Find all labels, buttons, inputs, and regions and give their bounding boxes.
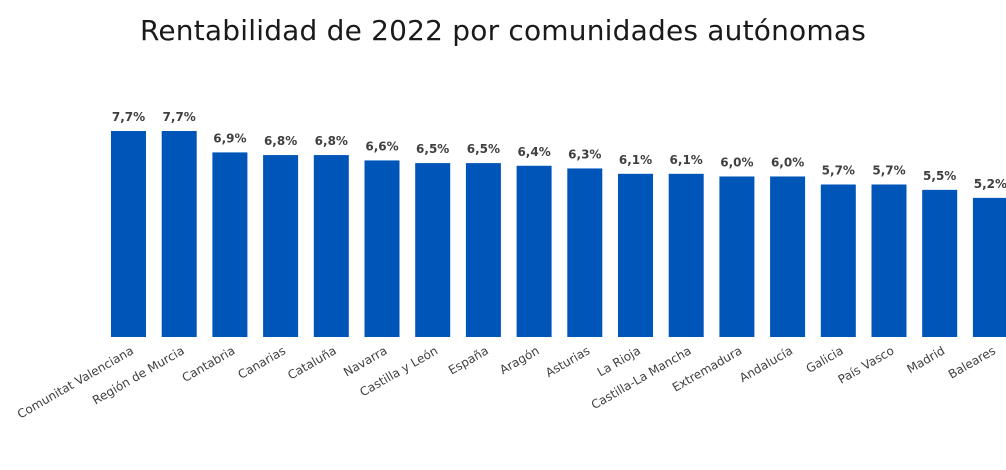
category-label-8: Aragón — [497, 343, 541, 377]
category-label-17: Baleares — [946, 343, 998, 381]
bar-7 — [465, 163, 501, 337]
bar-8 — [516, 165, 552, 337]
data-label-15: 5,7% — [872, 164, 905, 178]
data-label-12: 6,0% — [720, 155, 753, 169]
bar-14 — [820, 184, 856, 337]
category-label-9: Asturias — [543, 343, 592, 379]
data-label-6: 6,5% — [416, 142, 449, 156]
data-label-1: 7,7% — [163, 110, 196, 124]
bar-10 — [618, 173, 653, 337]
data-label-14: 5,7% — [822, 164, 855, 178]
category-label-3: Canarias — [236, 343, 289, 381]
bar-16 — [922, 189, 958, 337]
bar-5 — [364, 160, 400, 337]
data-label-7: 6,5% — [467, 142, 500, 156]
data-label-0: 7,7% — [112, 110, 145, 124]
bar-17 — [972, 197, 1006, 337]
data-label-5: 6,6% — [365, 139, 398, 153]
data-label-11: 6,1% — [670, 153, 703, 167]
data-label-8: 6,4% — [517, 145, 550, 159]
category-label-15: País Vasco — [836, 343, 897, 386]
category-label-7: España — [446, 343, 491, 377]
bar-0 — [111, 131, 146, 337]
category-label-14: Galicia — [804, 343, 846, 375]
category-label-2: Cantabria — [180, 343, 238, 384]
data-label-2: 6,9% — [213, 131, 246, 145]
data-label-17: 5,2% — [974, 177, 1006, 191]
category-label-1: Región de Murcia — [90, 343, 187, 407]
data-label-10: 6,1% — [619, 153, 652, 167]
bar-12 — [719, 176, 755, 337]
category-label-4: Cataluña — [285, 343, 339, 382]
bar-11 — [668, 173, 704, 337]
data-label-13: 6,0% — [771, 155, 804, 169]
data-label-4: 6,8% — [315, 134, 348, 148]
data-label-9: 6,3% — [568, 147, 601, 161]
bar-13 — [770, 176, 806, 337]
chart-title: Rentabilidad de 2022 por comunidades aut… — [139, 14, 866, 47]
bar-9 — [567, 168, 603, 337]
category-label-16: Madrid — [905, 343, 948, 376]
bar-4 — [313, 155, 349, 337]
bar-6 — [415, 163, 451, 337]
bar-3 — [263, 155, 299, 337]
data-label-3: 6,8% — [264, 134, 297, 148]
bar-2 — [212, 152, 248, 337]
category-label-13: Andalucía — [737, 343, 795, 385]
bar-1 — [161, 131, 197, 337]
data-label-16: 5,5% — [923, 169, 956, 183]
bar-15 — [871, 184, 907, 337]
